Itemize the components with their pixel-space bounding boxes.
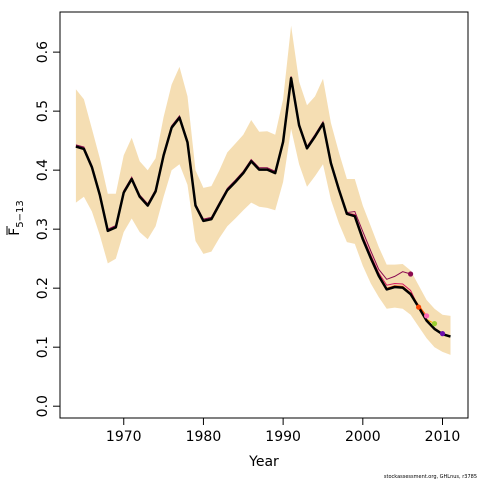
y-tick-label-6: 0.6 — [35, 41, 51, 63]
x-tick-label-1970: 1970 — [106, 429, 142, 445]
y-tick-label-3: 0.3 — [35, 218, 51, 240]
retro-endpoint-2009 — [431, 321, 438, 327]
series-layer — [75, 76, 451, 338]
y-tick-label-2: 0.2 — [35, 277, 51, 299]
y-tick-label-5: 0.5 — [35, 100, 51, 122]
y-axis-title-subscript: 5−13 — [15, 200, 26, 227]
y-tick-label-1: 0.1 — [35, 336, 51, 358]
x-axis-title: Year — [248, 454, 279, 470]
x-tick-label-2010: 2010 — [425, 429, 461, 445]
retro-endpoint-2008 — [424, 313, 430, 319]
axes-layer: 1970 1980 1990 2000 2010 0.0 0.1 0.2 0.3 0.4 0.5 0.… — [35, 11, 469, 445]
svg-text:F5−13: F5−13 — [7, 200, 26, 236]
y-tick-label-4: 0.4 — [35, 159, 51, 181]
y-tick-label-0: 0.0 — [35, 395, 51, 417]
credit-text: stockassessment.org, GHLnus, r3785 — [384, 474, 477, 480]
x-tick-label-1980: 1980 — [186, 429, 222, 445]
retro-endpoint-2010 — [439, 331, 446, 337]
estimate-line — [75, 76, 451, 338]
y-axis-title-main: F — [7, 228, 23, 236]
retro-endpoint-2006 — [408, 271, 414, 277]
y-axis-title: F5−13 — [6, 200, 26, 236]
retro-endpoint-2007 — [416, 304, 422, 310]
plot-frame — [59, 11, 469, 419]
x-tick-label-1990: 1990 — [265, 429, 301, 445]
x-tick-label-2000: 2000 — [345, 429, 381, 445]
confidence-band — [75, 25, 451, 355]
confidence-band-layer — [75, 25, 451, 355]
